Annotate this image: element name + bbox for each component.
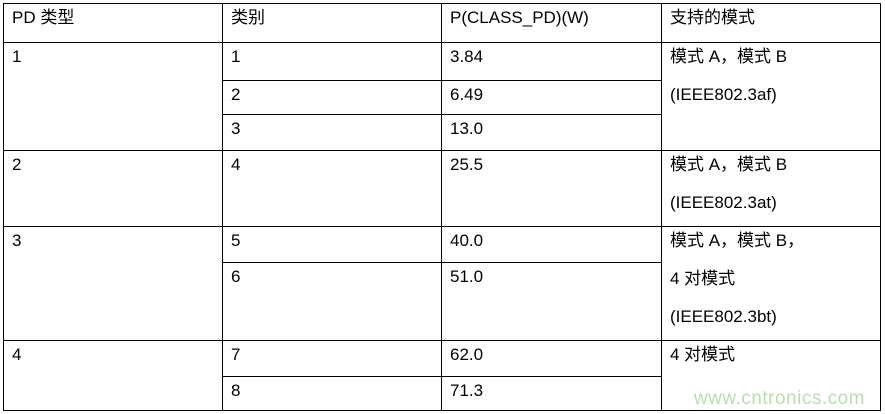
pd-type-cell: 2: [3, 150, 223, 227]
table-row: 1 1 3.84 模式 A，模式 B (IEEE802.3af): [3, 42, 881, 151]
power-cell: 25.5: [441, 150, 662, 227]
class-cell: 8: [222, 376, 442, 411]
modes-cell: 4 对模式: [661, 340, 881, 411]
pd-type-cell: 4: [3, 340, 223, 411]
mode-line: 模式 A，模式 B，: [670, 231, 805, 250]
header-pd-type: PD 类型: [3, 3, 223, 43]
watermark: www.cntronics.com: [693, 388, 865, 409]
pd-type-cell: 3: [3, 226, 223, 341]
pd-type-cell: 1: [3, 42, 223, 151]
power-cell: 3.84: [441, 42, 662, 81]
class-cell: 2: [222, 80, 442, 115]
class-cell: 4: [222, 150, 442, 227]
mode-line: 4 对模式: [670, 345, 736, 364]
table-row: 2 4 25.5 模式 A，模式 B (IEEE802.3at): [3, 150, 881, 227]
mode-line: (IEEE802.3at): [670, 193, 777, 212]
modes-cell: 模式 A，模式 B (IEEE802.3af): [661, 42, 881, 151]
class-cell: 6: [222, 262, 442, 341]
class-cell: 1: [222, 42, 442, 81]
power-cell: 51.0: [441, 262, 662, 341]
table-row: 4 7 62.0 4 对模式: [3, 340, 881, 411]
table-row: 6 51.0: [4, 262, 881, 341]
mode-line: (IEEE802.3bt): [670, 307, 777, 326]
header-power: P(CLASS_PD)(W): [441, 3, 662, 43]
power-cell: 40.0: [441, 226, 662, 263]
header-modes: 支持的模式: [661, 3, 881, 43]
table-row: 3 13.0: [4, 114, 881, 151]
modes-cell: 模式 A，模式 B， 4 对模式 (IEEE802.3bt): [661, 226, 881, 341]
mode-line: 模式 A，模式 B: [670, 155, 788, 174]
power-cell: 13.0: [441, 114, 662, 151]
class-cell: 3: [222, 114, 442, 151]
power-cell: 6.49: [441, 80, 662, 115]
table-row: 3 5 40.0 模式 A，模式 B， 4 对模式 (IEEE802.3bt): [3, 226, 881, 341]
modes-cell: 模式 A，模式 B (IEEE802.3at): [661, 150, 881, 227]
mode-line: (IEEE802.3af): [670, 85, 777, 104]
mode-line: 模式 A，模式 B: [670, 47, 788, 66]
header-class: 类别: [222, 3, 442, 43]
power-cell: 62.0: [441, 340, 662, 377]
mode-line: 4 对模式: [670, 269, 736, 288]
power-cell: 71.3: [441, 376, 662, 411]
header-row: PD 类型 类别 P(CLASS_PD)(W) 支持的模式: [3, 3, 881, 43]
pd-class-table: PD 类型 类别 P(CLASS_PD)(W) 支持的模式 1 1 3.84 模…: [3, 3, 881, 411]
table-row: 8 71.3: [4, 376, 881, 411]
class-cell: 7: [222, 340, 442, 377]
class-cell: 5: [222, 226, 442, 263]
